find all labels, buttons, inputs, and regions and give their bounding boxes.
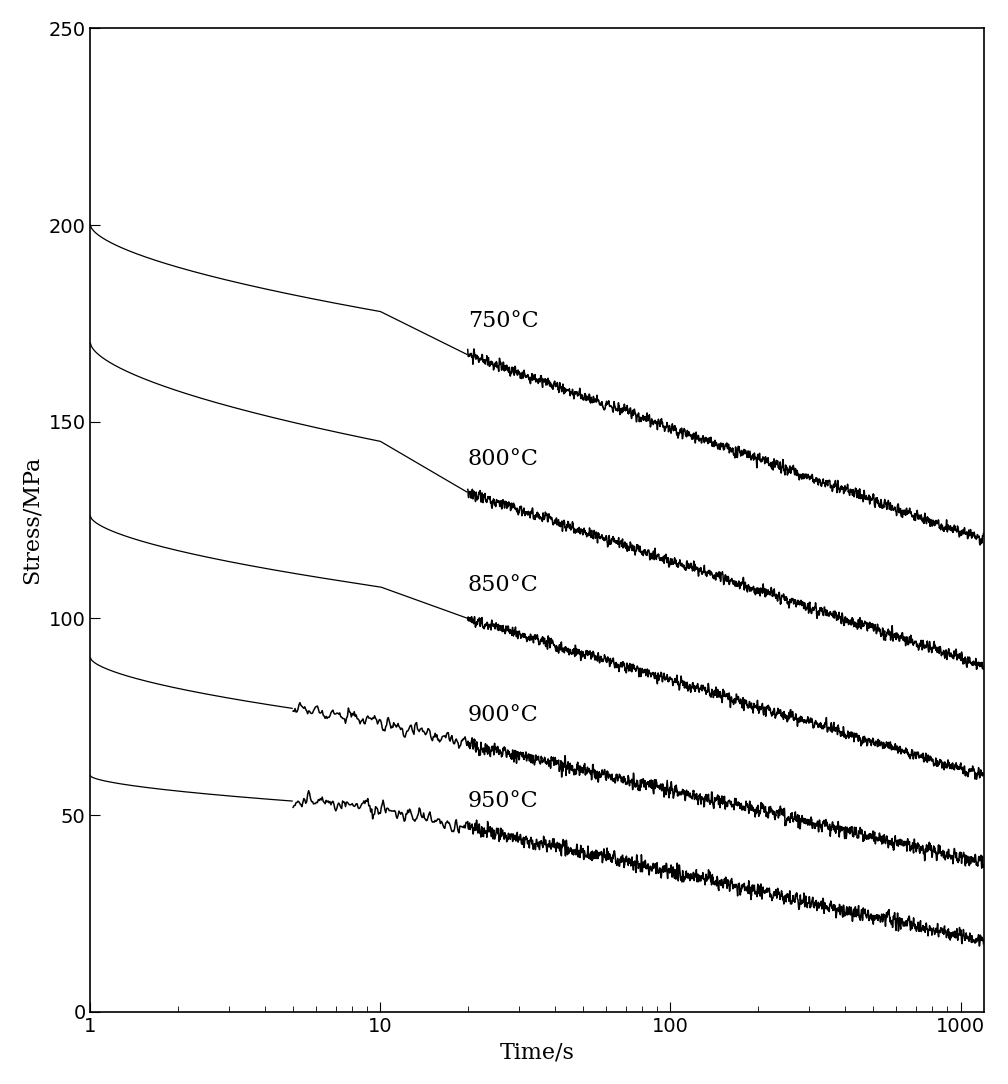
Text: 900°C: 900°C: [468, 704, 538, 725]
Text: 850°C: 850°C: [468, 573, 538, 596]
Text: 800°C: 800°C: [468, 448, 538, 470]
Y-axis label: Stress/MPa: Stress/MPa: [21, 456, 42, 584]
Text: 950°C: 950°C: [468, 790, 538, 812]
Text: 750°C: 750°C: [468, 310, 538, 333]
X-axis label: Time/s: Time/s: [499, 1041, 574, 1063]
